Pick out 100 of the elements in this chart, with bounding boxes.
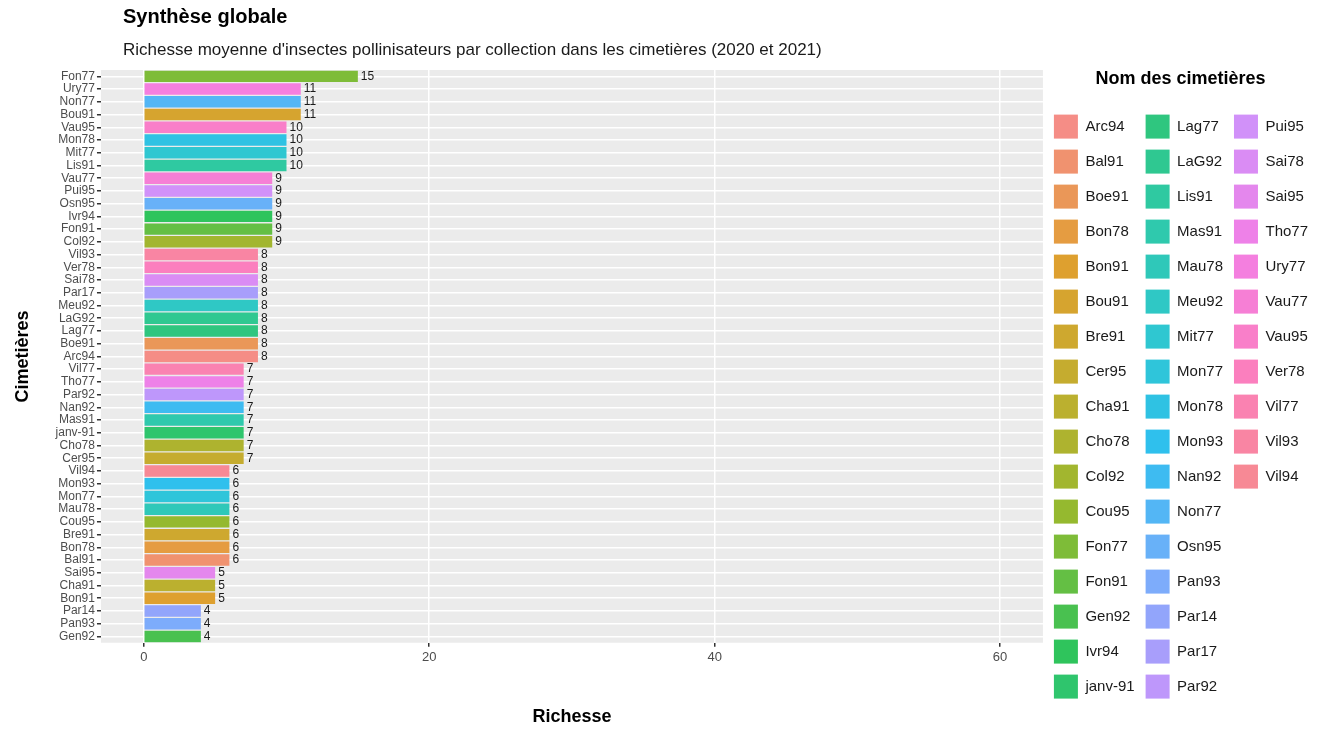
data-label: 9 bbox=[275, 170, 283, 185]
legend-label: Mon93 bbox=[1177, 431, 1223, 449]
data-label: 8 bbox=[260, 348, 268, 363]
chart-title: Synthèse globale bbox=[123, 5, 288, 28]
data-label: 7 bbox=[246, 437, 254, 452]
data-label: 11 bbox=[303, 81, 317, 96]
data-label: 5 bbox=[218, 577, 226, 592]
legend-label: Bon91 bbox=[1085, 256, 1129, 274]
legend-label: Lag77 bbox=[1177, 116, 1219, 134]
y-tick-label: Mon77 bbox=[58, 488, 96, 503]
y-tick-label: Bou91 bbox=[60, 106, 96, 121]
y-tick-label: Mit77 bbox=[65, 145, 96, 160]
data-label: 9 bbox=[275, 221, 283, 236]
legend-label: Cha91 bbox=[1085, 396, 1130, 414]
y-tick-label: Bal91 bbox=[64, 552, 96, 567]
data-label: 8 bbox=[260, 259, 268, 274]
y-tick-label: Pui95 bbox=[64, 183, 96, 198]
data-label: 7 bbox=[246, 386, 254, 401]
y-tick-label: Vau77 bbox=[61, 170, 96, 185]
data-label: 7 bbox=[246, 450, 254, 465]
y-tick-label: Vil94 bbox=[68, 463, 96, 478]
y-tick-label: Ivr94 bbox=[68, 208, 96, 223]
x-tick-label: 60 bbox=[992, 649, 1008, 665]
y-tick-label: Mon78 bbox=[58, 132, 96, 147]
legend-label: Ivr94 bbox=[1085, 641, 1119, 659]
y-tick-label: Cer95 bbox=[62, 450, 96, 465]
y-tick-label: Nan92 bbox=[59, 399, 96, 414]
y-tick-label: Sai95 bbox=[64, 565, 96, 580]
legend-label: Lis91 bbox=[1177, 186, 1213, 204]
data-label: 6 bbox=[232, 488, 240, 503]
data-label: 7 bbox=[246, 425, 254, 440]
legend-label: Mit77 bbox=[1177, 326, 1214, 344]
data-label: 7 bbox=[246, 361, 254, 376]
y-tick-label: Vil77 bbox=[68, 361, 96, 376]
legend-label: Tho77 bbox=[1265, 221, 1309, 239]
legend-label: Bre91 bbox=[1085, 326, 1126, 344]
legend-label: Ver78 bbox=[1265, 361, 1305, 379]
legend-label: Par17 bbox=[1177, 641, 1218, 659]
data-label: 6 bbox=[232, 552, 240, 567]
y-tick-label: Sai78 bbox=[64, 272, 96, 287]
y-tick-label: Fon77 bbox=[60, 68, 96, 83]
data-label: 10 bbox=[289, 145, 304, 160]
data-label: 10 bbox=[289, 157, 304, 172]
data-label: 8 bbox=[260, 323, 268, 338]
legend-label: Par14 bbox=[1177, 606, 1218, 624]
data-label: 8 bbox=[260, 272, 268, 287]
y-tick-label: Lis91 bbox=[66, 157, 96, 172]
data-label: 4 bbox=[203, 628, 211, 643]
legend-label: Sai78 bbox=[1265, 151, 1304, 169]
legend-label: Mau78 bbox=[1177, 256, 1223, 274]
legend-label: Vau77 bbox=[1265, 291, 1308, 309]
data-label: 5 bbox=[218, 565, 226, 580]
legend-label: Boe91 bbox=[1085, 186, 1129, 204]
y-tick-label: Par17 bbox=[62, 285, 96, 300]
data-label: 6 bbox=[232, 514, 240, 529]
y-axis-title: Cimetières bbox=[11, 310, 32, 403]
data-label: 4 bbox=[203, 616, 211, 631]
legend-label: Vil93 bbox=[1265, 431, 1299, 449]
data-label: 15 bbox=[360, 68, 375, 83]
data-label: 6 bbox=[232, 476, 240, 490]
legend-label: Sai95 bbox=[1265, 186, 1304, 204]
data-label: 8 bbox=[260, 335, 268, 350]
y-tick-label: Arc94 bbox=[63, 348, 96, 363]
legend-label: Mon78 bbox=[1177, 396, 1223, 414]
legend-label: Par92 bbox=[1177, 676, 1218, 694]
legend-label: Ury77 bbox=[1265, 256, 1306, 274]
y-tick-label: Mas91 bbox=[58, 412, 96, 427]
y-tick-label: janv-91 bbox=[54, 425, 96, 440]
y-tick-label: Gen92 bbox=[58, 628, 96, 643]
y-tick-label: Ver78 bbox=[63, 259, 96, 274]
legend-label: Mas91 bbox=[1177, 221, 1223, 239]
data-label: 9 bbox=[275, 183, 283, 198]
legend-label: Fon77 bbox=[1085, 536, 1128, 554]
legend-label: Bal91 bbox=[1085, 151, 1124, 169]
y-tick-label: Osn95 bbox=[59, 195, 96, 210]
legend-title: Nom des cimetières bbox=[1095, 67, 1266, 88]
data-label: 7 bbox=[246, 399, 254, 414]
data-label: 11 bbox=[303, 106, 317, 121]
data-label: 5 bbox=[218, 590, 226, 605]
data-label: 8 bbox=[260, 285, 268, 300]
data-label: 9 bbox=[275, 195, 283, 210]
legend-label: Cer95 bbox=[1085, 361, 1127, 379]
y-tick-label: LaG92 bbox=[58, 310, 96, 325]
y-tick-label: Par14 bbox=[62, 603, 96, 618]
data-label: 8 bbox=[260, 297, 268, 312]
legend-label: Gen92 bbox=[1085, 606, 1131, 624]
legend-label: Col92 bbox=[1085, 466, 1125, 484]
y-tick-label: Cha91 bbox=[59, 577, 96, 592]
y-tick-label: Lag77 bbox=[61, 323, 96, 338]
data-label: 6 bbox=[232, 463, 240, 478]
y-tick-label: Vau95 bbox=[61, 119, 96, 134]
y-tick-label: Tho77 bbox=[60, 374, 96, 389]
y-tick-label: Cho78 bbox=[59, 437, 96, 452]
y-tick-label: Mon93 bbox=[58, 476, 96, 490]
y-tick-label: Bon91 bbox=[60, 590, 96, 605]
legend-label: Vil94 bbox=[1265, 466, 1299, 484]
y-tick-label: Pan93 bbox=[60, 616, 96, 631]
legend-label: Pui95 bbox=[1265, 116, 1304, 134]
data-label: 6 bbox=[232, 501, 240, 516]
chart-subtitle: Richesse moyenne d'insectes pollinisateurs par collection dans les cimetières (2020 et 2021) bbox=[123, 40, 822, 60]
